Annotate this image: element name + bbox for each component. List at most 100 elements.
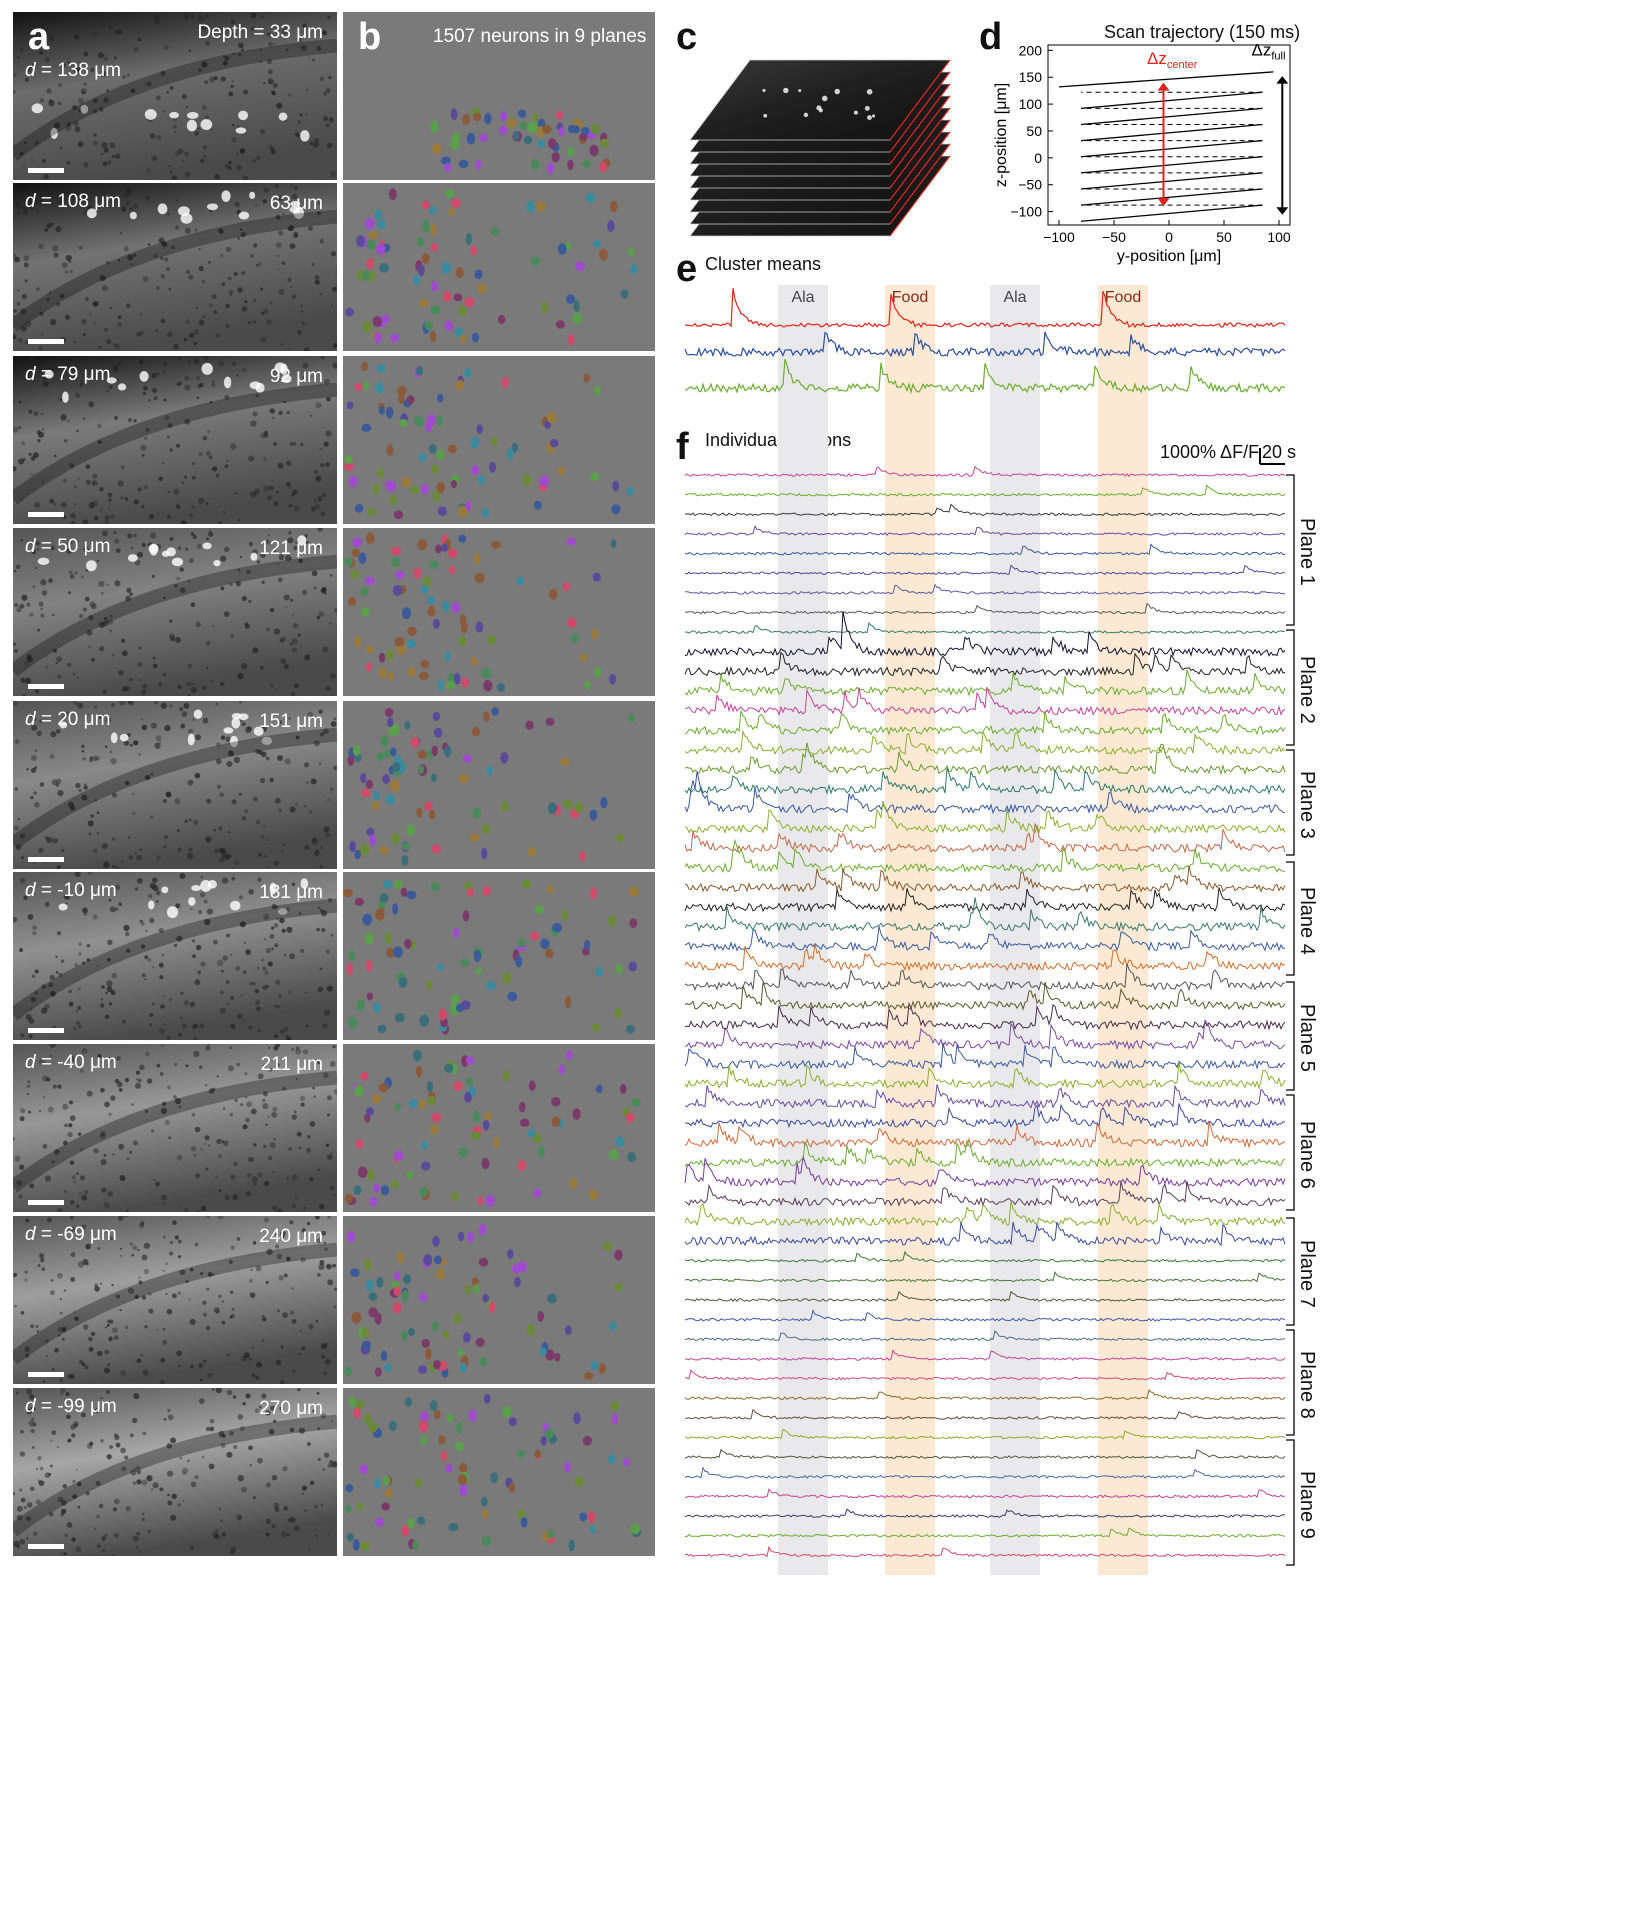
trace-line bbox=[684, 865, 1286, 894]
trace-line bbox=[684, 897, 1286, 933]
depth-image-8: d = -69 μm 240 μm bbox=[13, 1216, 337, 1384]
segmentation-map-4 bbox=[343, 528, 655, 696]
image-stack-illustration bbox=[690, 59, 951, 237]
trace-line bbox=[684, 288, 1286, 329]
scale-time-label: 20 s bbox=[1262, 442, 1297, 462]
trace-line bbox=[684, 1349, 1286, 1361]
plane-label: Plane 1 bbox=[1296, 518, 1318, 586]
plane-label: Plane 5 bbox=[1296, 1004, 1318, 1072]
trace-line bbox=[684, 669, 1286, 697]
trace-line bbox=[684, 1448, 1286, 1460]
trace-line bbox=[684, 1181, 1286, 1208]
relative-depth-label: d = -69 μm bbox=[25, 1224, 117, 1245]
trace-line bbox=[684, 1270, 1286, 1283]
x-tick: 50 bbox=[1216, 229, 1232, 245]
relative-depth-label: d = 79 μm bbox=[25, 364, 111, 385]
trace-line bbox=[684, 1138, 1286, 1169]
trace-line bbox=[684, 465, 1286, 477]
x-tick: −50 bbox=[1102, 229, 1126, 245]
absolute-depth-label: 270 μm bbox=[259, 1398, 323, 1419]
segmentation-map-7 bbox=[343, 1044, 655, 1212]
sweep-line bbox=[1080, 139, 1263, 158]
trace-line bbox=[684, 1545, 1286, 1558]
trace-line bbox=[684, 1062, 1286, 1090]
trace-line bbox=[685, 1527, 1286, 1538]
sweep-line bbox=[1058, 71, 1274, 88]
trace-line bbox=[684, 1330, 1286, 1342]
trace-line bbox=[684, 1309, 1286, 1322]
trace-line bbox=[684, 1121, 1286, 1149]
y-tick: 150 bbox=[1019, 69, 1043, 85]
plane-label: Plane 4 bbox=[1296, 886, 1318, 955]
trace-line bbox=[684, 710, 1286, 736]
relative-depth-label: d = -40 μm bbox=[25, 1052, 117, 1073]
plane-bracket bbox=[1286, 629, 1295, 746]
plane-label: Plane 7 bbox=[1296, 1239, 1318, 1308]
trace-line bbox=[684, 1388, 1286, 1401]
sweep-line bbox=[1080, 188, 1263, 206]
y-tick: −100 bbox=[1010, 204, 1042, 220]
plane-label: Plane 2 bbox=[1296, 655, 1318, 724]
trace-line bbox=[684, 800, 1286, 834]
band-label: Food bbox=[1105, 289, 1141, 306]
trace-line bbox=[684, 1200, 1286, 1227]
sweep-line bbox=[1080, 172, 1263, 190]
trace-line bbox=[684, 1018, 1286, 1051]
y-tick: 50 bbox=[1026, 123, 1042, 139]
dz-full-label: Δzfull bbox=[1252, 41, 1286, 63]
panel-e-letter: e bbox=[676, 248, 698, 290]
trace-line bbox=[684, 621, 1286, 635]
trace-line bbox=[684, 331, 1286, 359]
cluster-means-title: Cluster means bbox=[705, 254, 822, 274]
scale-bar bbox=[28, 1372, 64, 1377]
band-label: Ala bbox=[1003, 289, 1026, 306]
panel-c-letter: c bbox=[676, 16, 698, 58]
plane-bracket bbox=[1286, 981, 1295, 1091]
trace-line bbox=[684, 524, 1286, 536]
trace-line bbox=[684, 1250, 1286, 1263]
relative-depth-label: d = 138 μm bbox=[25, 60, 121, 81]
segmentation-map-3 bbox=[343, 356, 655, 524]
plane-bracket bbox=[1286, 1439, 1295, 1566]
absolute-depth-label: 63 μm bbox=[269, 193, 323, 214]
relative-depth-label: d = 20 μm bbox=[25, 709, 111, 730]
scale-bar bbox=[28, 1028, 64, 1033]
segmentation-map-2 bbox=[343, 183, 655, 351]
scale-bar bbox=[28, 339, 64, 344]
relative-depth-label: d = 50 μm bbox=[25, 536, 111, 557]
x-tick: 0 bbox=[1165, 229, 1173, 245]
trace-line bbox=[684, 1221, 1286, 1247]
scale-bar bbox=[28, 684, 64, 689]
trace-line bbox=[684, 359, 1286, 395]
trace-line bbox=[684, 1487, 1286, 1499]
segmentation-map-5 bbox=[343, 701, 655, 869]
neuron-count-title: 1507 neurons in 9 planes bbox=[433, 26, 647, 47]
depth-image-4: d = 50 μm 121 μm bbox=[13, 528, 337, 696]
plane-label: Plane 3 bbox=[1296, 770, 1318, 839]
depth-image-3: d = 79 μm 92 μm bbox=[13, 356, 337, 524]
food-stimulus-band bbox=[885, 285, 935, 1575]
trace-line bbox=[684, 651, 1286, 677]
trace-line bbox=[684, 838, 1286, 874]
trace-line bbox=[684, 503, 1285, 517]
plane-bracket bbox=[1286, 1329, 1295, 1436]
segmentation-map-1: 1507 neurons in 9 planes bbox=[343, 12, 655, 180]
trace-line bbox=[684, 611, 1286, 658]
trace-line bbox=[684, 742, 1286, 776]
dz-center-label: Δzcenter bbox=[1147, 49, 1198, 71]
sweep-line bbox=[1080, 123, 1263, 142]
depth-image-1: d = 138 μm Depth = 33 μm bbox=[13, 12, 337, 180]
panel-a-letter: a bbox=[28, 16, 50, 58]
trace-line bbox=[684, 484, 1286, 497]
band-label: Ala bbox=[791, 289, 814, 306]
band-label: Food bbox=[892, 289, 928, 306]
plane-bracket bbox=[1286, 749, 1295, 856]
plane-label: Plane 9 bbox=[1296, 1470, 1318, 1539]
segmentation-map-6 bbox=[343, 872, 655, 1040]
trace-line bbox=[684, 963, 1285, 992]
depth-image-2: d = 108 μm 63 μm bbox=[13, 183, 337, 351]
absolute-depth-label: 92 μm bbox=[269, 366, 323, 387]
ala-stimulus-band bbox=[778, 285, 828, 1575]
depth-image-7: d = -40 μm 211 μm bbox=[13, 1044, 337, 1212]
trace-line bbox=[684, 1001, 1286, 1031]
